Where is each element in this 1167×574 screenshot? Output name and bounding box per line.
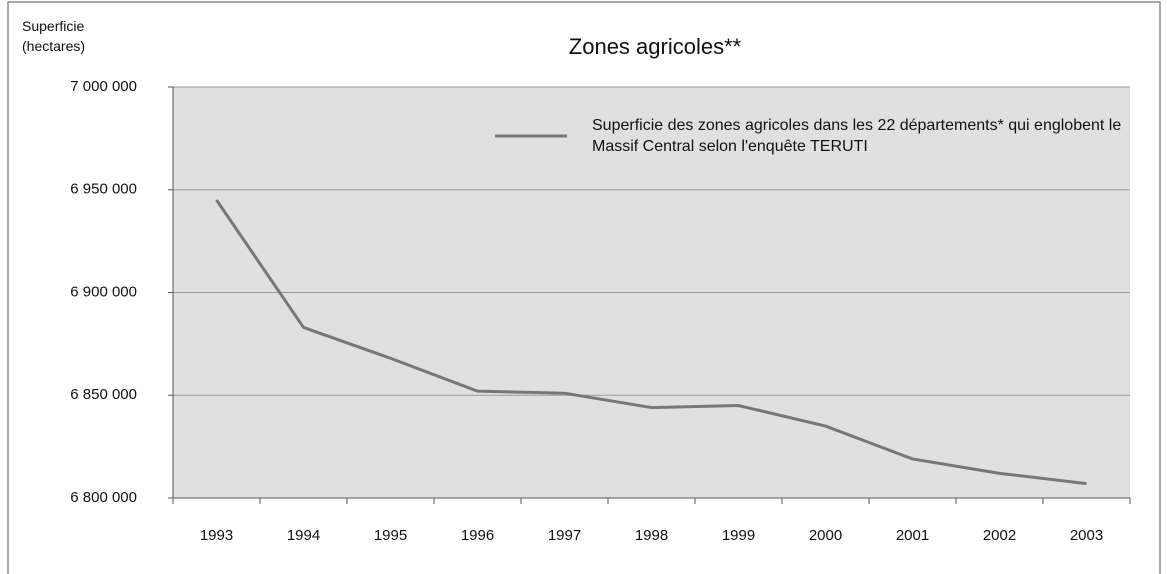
frame [7,1,1161,574]
y-tick-label: 6 950 000 [70,181,137,198]
y-axis-label: Superficie (hectares) [22,18,86,54]
y-tick-label: 7 000 000 [70,78,137,95]
x-tick-label: 1996 [461,527,494,544]
x-tick-label: 1993 [200,527,233,544]
y-tick-label: 6 800 000 [70,489,137,506]
x-tick-label: 2000 [809,527,842,544]
data-line [215,199,1087,486]
x-tick-label: 1997 [548,527,581,544]
x-tick-label: 2003 [1070,527,1103,544]
x-tick-label: 1994 [287,527,320,544]
x-tick-label: 1995 [374,527,407,544]
x-tick-label: 1998 [635,527,668,544]
y-tick-label: 6 900 000 [70,283,137,300]
y-tick-label: 6 850 000 [70,386,137,403]
chart-title: Zones agricoles** [569,34,742,59]
legend-box: Superficie des zones agricoles dans les … [592,117,1122,155]
y-axis-label-box: Superficie (hectares) [22,18,86,54]
x-tick-label: 2001 [896,527,929,544]
x-tick-label: 1999 [722,527,755,544]
x-tick-label: 2002 [983,527,1016,544]
legend-label: Superficie des zones agricoles dans les … [592,117,1122,155]
